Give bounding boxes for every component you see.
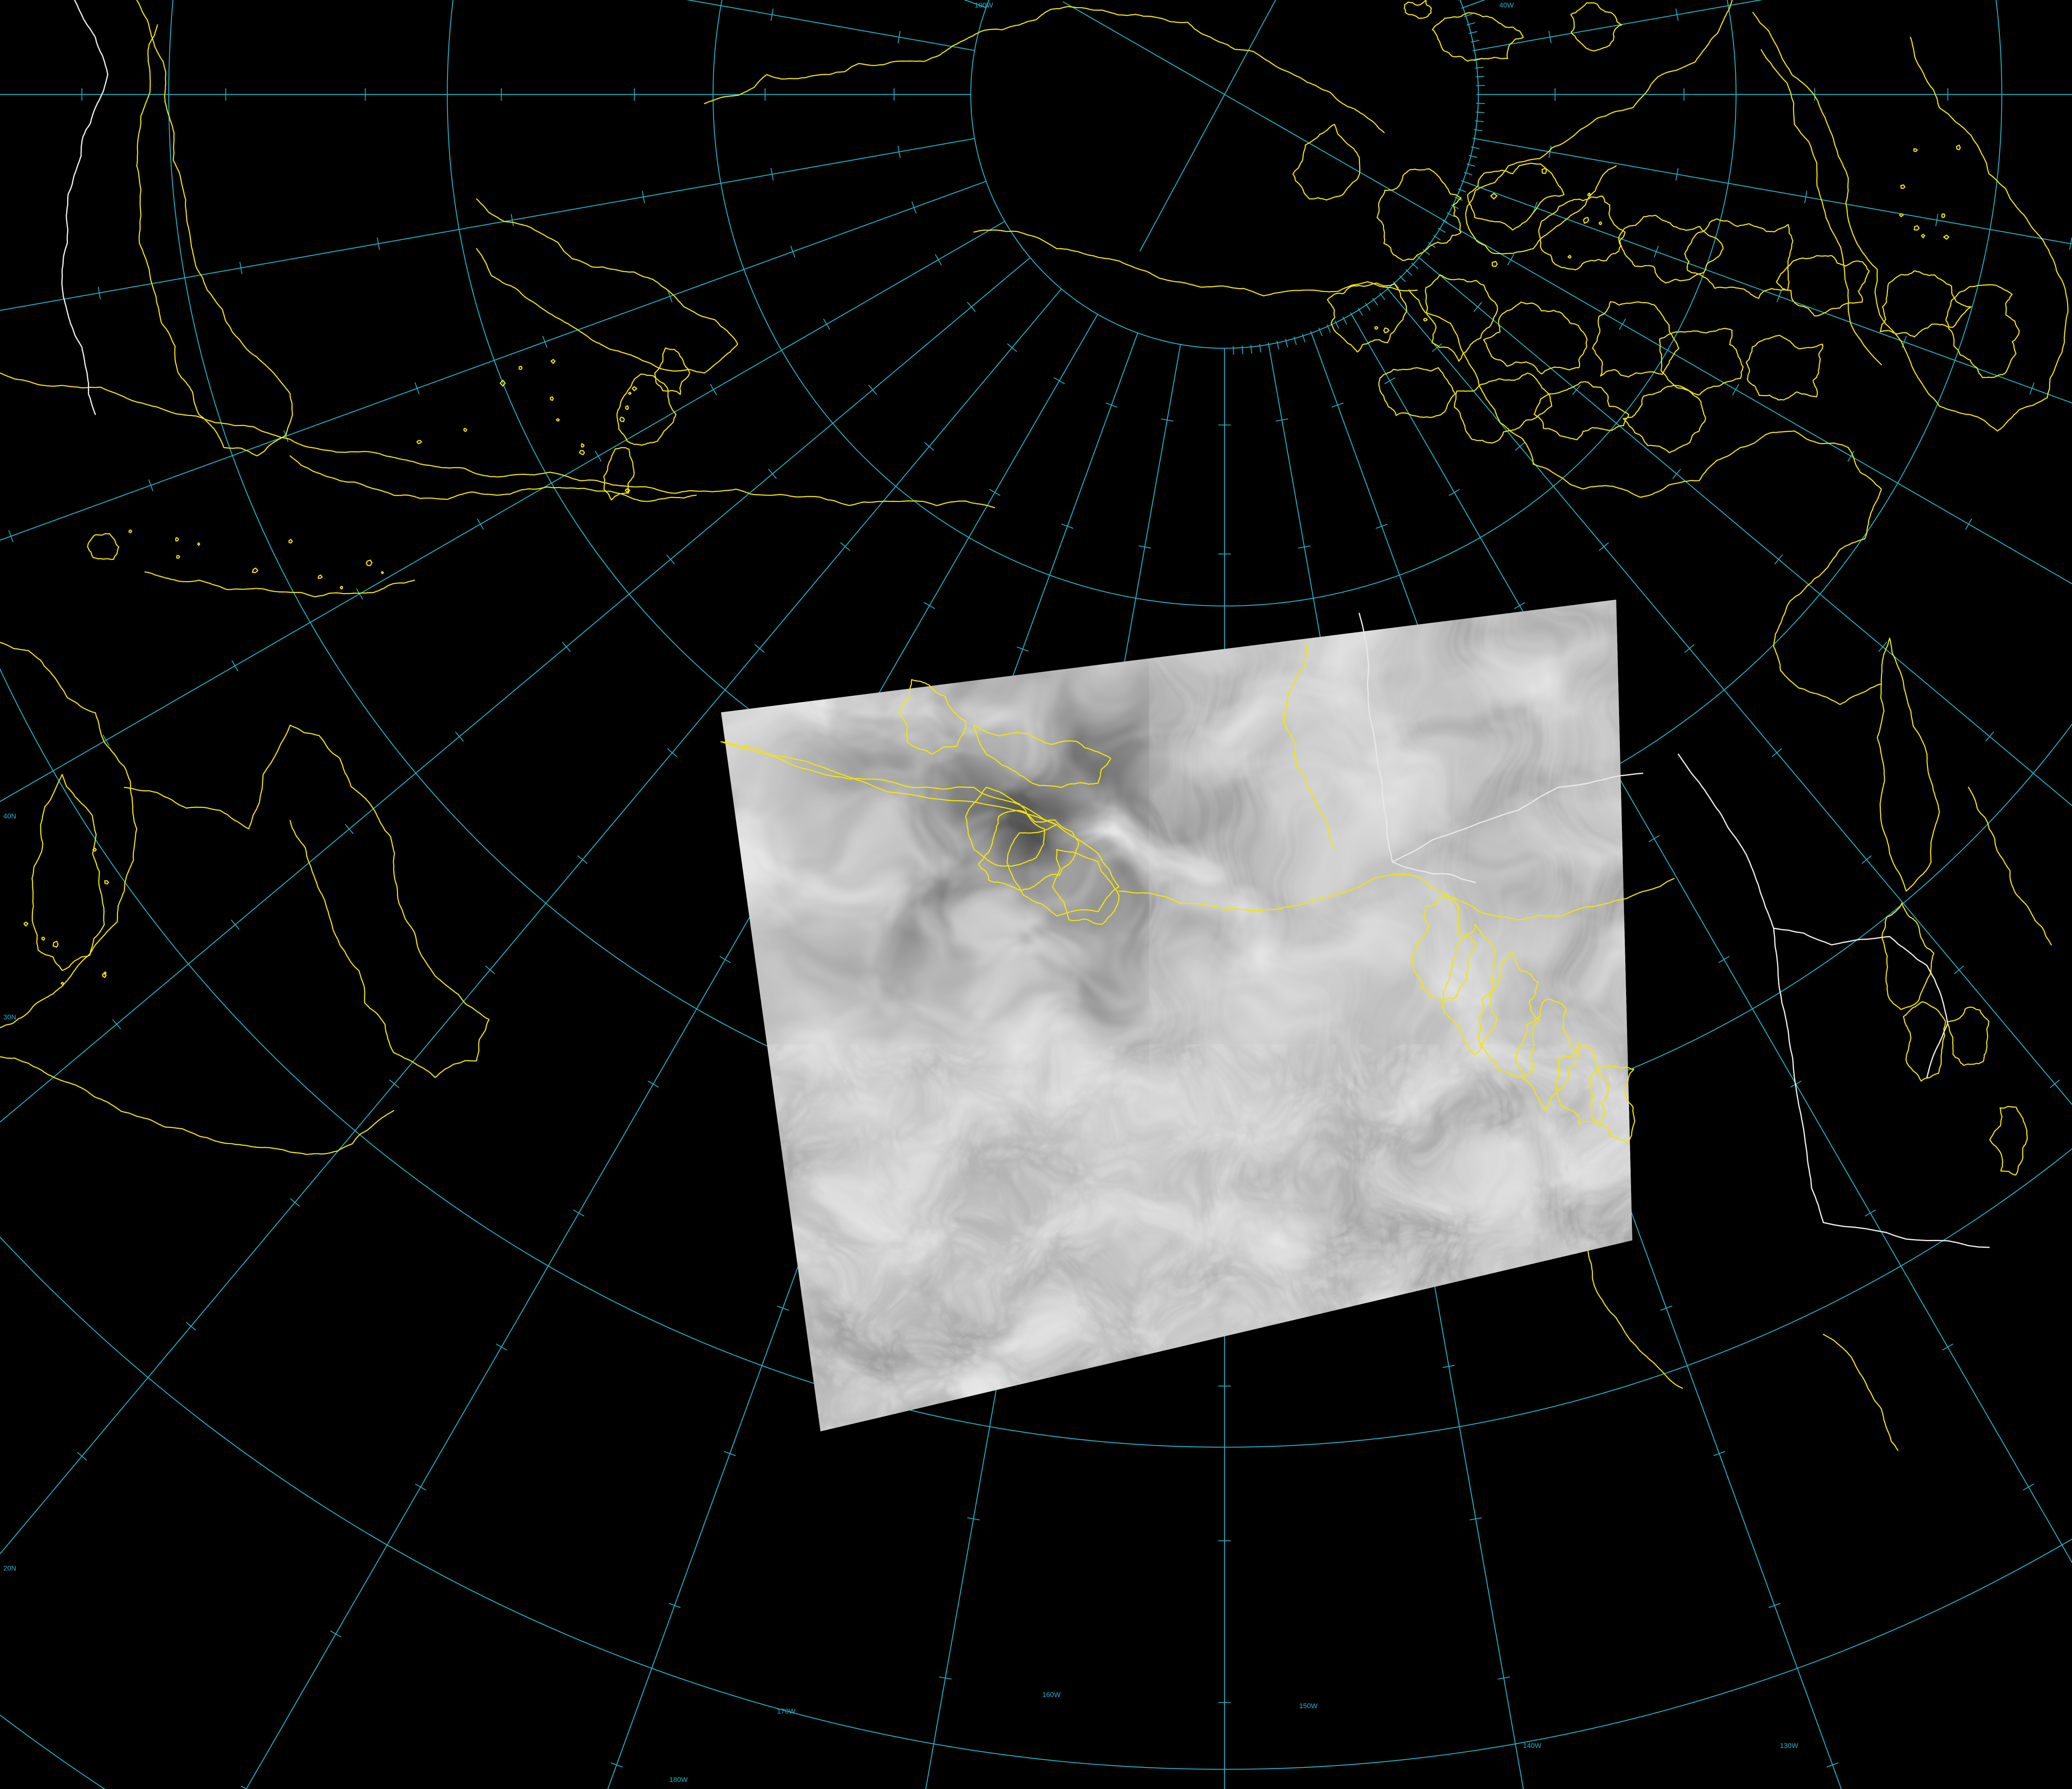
- svg-text:40N: 40N: [3, 812, 16, 820]
- svg-text:170W: 170W: [777, 1707, 795, 1715]
- svg-text:150W: 150W: [1299, 1702, 1317, 1710]
- svg-text:140W: 140W: [1523, 1742, 1541, 1750]
- svg-text:160W: 160W: [1042, 1691, 1060, 1699]
- svg-text:100W: 100W: [975, 1, 993, 9]
- svg-text:180W: 180W: [669, 1776, 687, 1784]
- svg-text:130W: 130W: [1780, 1742, 1798, 1750]
- svg-text:20N: 20N: [3, 1564, 16, 1572]
- svg-text:40W: 40W: [1499, 1, 1514, 9]
- svg-text:30N: 30N: [3, 1013, 16, 1021]
